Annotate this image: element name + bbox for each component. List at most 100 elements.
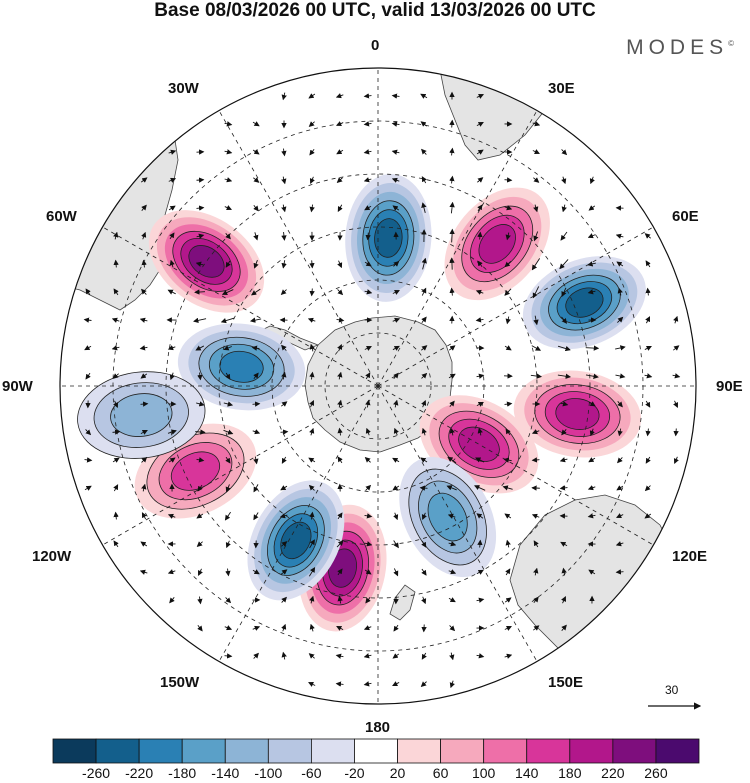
map-title: Base 08/03/2026 00 UTC, valid 13/03/2026… xyxy=(154,0,596,21)
wind-vector xyxy=(196,205,205,211)
wind-vector xyxy=(309,343,315,352)
wind-vector xyxy=(308,566,316,577)
wind-vector xyxy=(421,372,428,379)
wind-vector xyxy=(531,258,541,271)
wind-vector xyxy=(531,429,540,435)
wind-vector xyxy=(336,317,345,323)
wind-vector xyxy=(420,681,427,687)
wind-vector xyxy=(139,345,148,351)
colorbar-segment xyxy=(52,738,97,764)
reference-vector-label: 30 xyxy=(665,683,679,697)
anomaly-contour xyxy=(188,245,225,278)
wind-vector xyxy=(309,595,315,604)
wind-vector xyxy=(505,428,511,436)
wind-vector xyxy=(617,457,623,464)
wind-vector xyxy=(113,400,119,409)
wind-vector xyxy=(391,149,400,155)
wind-vector xyxy=(196,401,205,407)
wind-vector xyxy=(309,511,315,520)
wind-vector xyxy=(588,569,596,575)
colorbar-segment xyxy=(138,738,183,764)
wind-vector xyxy=(615,569,624,575)
wind-vector xyxy=(363,653,372,659)
wind-vector xyxy=(169,597,175,604)
wind-vector xyxy=(504,625,512,631)
wind-vector xyxy=(393,261,400,267)
colorbar-segment xyxy=(181,738,226,764)
wind-vector xyxy=(644,346,652,351)
wind-vector xyxy=(476,149,484,155)
wind-vector xyxy=(196,233,205,239)
wind-vector xyxy=(531,345,542,351)
wind-vector xyxy=(449,400,455,408)
meridian-line xyxy=(102,385,379,546)
madagascar-landmass xyxy=(584,69,613,126)
wind-vector xyxy=(337,371,343,380)
wind-vector xyxy=(476,93,485,99)
wind-vector xyxy=(113,540,119,548)
wind-vector xyxy=(559,457,568,463)
wind-vector xyxy=(645,400,651,408)
wind-vector xyxy=(421,257,427,270)
colorbar-segment xyxy=(310,738,355,764)
wind-vector xyxy=(280,569,288,575)
lon-label-30w: 30W xyxy=(168,80,199,97)
wind-vector xyxy=(224,205,232,211)
wind-vector xyxy=(308,93,316,99)
wind-vector xyxy=(421,512,427,521)
colorbar-tick-label: -100 xyxy=(254,765,283,781)
wind-vector xyxy=(475,289,484,295)
wind-vector xyxy=(196,541,203,547)
wind-vector xyxy=(167,513,176,519)
wind-vector xyxy=(335,653,344,659)
wind-vector xyxy=(476,513,484,519)
wind-vector xyxy=(195,261,204,267)
wind-vector xyxy=(337,343,343,352)
wind-vector xyxy=(645,287,651,296)
wind-vector xyxy=(309,260,315,269)
wind-vector xyxy=(617,428,623,437)
wind-vector xyxy=(615,541,624,547)
wind-vector xyxy=(336,149,344,155)
wind-vector xyxy=(281,456,287,464)
wind-vector xyxy=(421,540,427,548)
wind-vector xyxy=(645,428,651,437)
colorbar-segment xyxy=(655,738,700,764)
anomaly-center xyxy=(247,480,345,601)
colorbar-segment xyxy=(397,738,441,764)
lon-label-180: 180 xyxy=(365,719,391,736)
meridian-line xyxy=(377,385,654,546)
wind-vector xyxy=(253,456,259,465)
wind-vector xyxy=(448,541,457,547)
wind-vector xyxy=(365,232,371,241)
wind-vector xyxy=(449,228,455,243)
wind-vector xyxy=(169,259,175,268)
wind-vector xyxy=(225,484,231,493)
meridian-line xyxy=(377,226,654,387)
wind-vector xyxy=(363,625,372,631)
wind-vector xyxy=(672,373,681,379)
wind-vector xyxy=(476,121,484,127)
wind-vector xyxy=(421,287,427,296)
wind-vector xyxy=(365,399,371,408)
lon-label-150w: 150W xyxy=(160,674,200,691)
wind-vector xyxy=(587,485,596,491)
wind-vector xyxy=(84,345,92,351)
wind-vector xyxy=(253,484,259,493)
wind-vector xyxy=(476,569,484,575)
wind-vector xyxy=(307,317,316,323)
wind-vector xyxy=(308,653,315,659)
wind-vector xyxy=(502,485,513,491)
wind-vector xyxy=(85,288,91,296)
wind-vector xyxy=(223,345,232,351)
wind-vector xyxy=(447,513,456,519)
wind-vector xyxy=(532,121,541,127)
wind-vector xyxy=(167,569,176,575)
new-zealand-landmass xyxy=(389,584,416,621)
wind-vector xyxy=(504,288,512,296)
wind-vector xyxy=(673,456,679,465)
wind-vector xyxy=(421,652,427,660)
wind-vector xyxy=(281,596,287,603)
wind-vector xyxy=(616,261,624,267)
